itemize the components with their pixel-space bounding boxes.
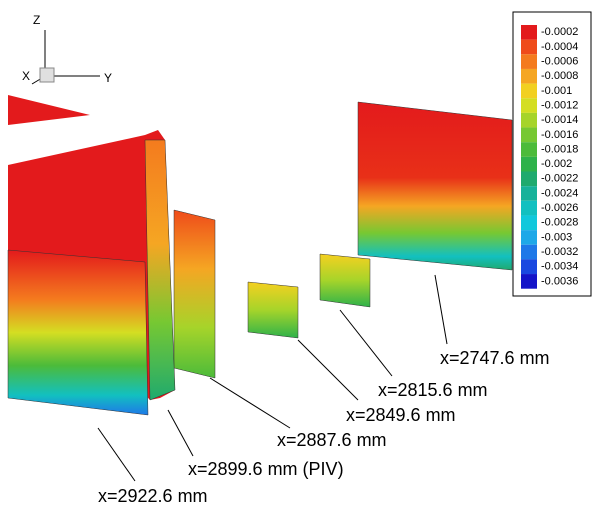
colorbar-swatch — [521, 230, 537, 245]
colorbar-label: -0.0018 — [541, 143, 578, 155]
leader-line — [209, 377, 291, 429]
axes-triad: Z X Y — [22, 13, 112, 85]
colorbar-swatch — [521, 171, 537, 187]
colorbar-swatch — [521, 127, 537, 143]
colorbar-label: -0.0026 — [541, 202, 578, 214]
z-label: Z — [33, 13, 40, 27]
colorbar-swatch — [521, 98, 537, 113]
plane-labels: x=2747.6 mm x=2815.6 mm x=2849.6 mm x=28… — [98, 348, 550, 506]
colorbar-swatch — [521, 156, 537, 172]
plane-2922 — [7, 249, 149, 416]
colorbar-swatch — [521, 83, 537, 99]
y-label: Y — [104, 71, 112, 85]
plane-label: x=2747.6 mm — [440, 348, 550, 368]
colorbar-swatch — [521, 259, 537, 275]
colorbar-label: -0.002 — [541, 158, 572, 170]
colorbar-swatch — [521, 274, 537, 289]
colorbar-label: -0.0012 — [541, 99, 578, 111]
plane-2887 — [173, 209, 216, 379]
leader-line — [297, 339, 359, 401]
colorbar-swatch — [521, 142, 537, 157]
colorbar-label: -0.0036 — [541, 275, 578, 287]
leader-line — [167, 409, 194, 457]
colorbar-swatch — [521, 244, 537, 260]
colorbar-label: -0.0006 — [541, 56, 578, 68]
colorbar-swatch — [521, 54, 537, 69]
plane-label: x=2922.6 mm — [98, 486, 208, 506]
colorbar-label: -0.001 — [541, 85, 572, 97]
colorbar: -0.0002 -0.0004 -0.0006 -0.0008 -0.001 -0.001… — [512, 11, 592, 297]
contour-planes — [7, 95, 513, 416]
wedge-surface — [8, 95, 90, 125]
colorbar-label: -0.0002 — [541, 26, 578, 38]
colorbar-swatch — [521, 186, 537, 201]
colorbar-swatch — [521, 215, 537, 231]
colorbar-label: -0.003 — [541, 231, 572, 243]
plane-2899 — [144, 139, 176, 401]
colorbar-swatch — [521, 112, 537, 128]
colorbar-label: -0.0014 — [541, 114, 578, 126]
triad-cube — [39, 67, 55, 83]
colorbar-label: -0.0024 — [541, 187, 578, 199]
plane-2747 — [357, 101, 513, 271]
colorbar-swatch — [521, 39, 537, 55]
colorbar-label: -0.0016 — [541, 129, 578, 141]
plane-2849 — [247, 281, 299, 339]
colorbar-label: -0.0022 — [541, 173, 578, 185]
leader-lines — [97, 274, 448, 482]
leader-line — [339, 309, 393, 377]
colorbar-swatch — [521, 200, 537, 216]
colorbar-label: -0.0004 — [541, 41, 578, 53]
plane-label: x=2899.6 mm (PIV) — [188, 459, 344, 479]
plane-label: x=2887.6 mm — [277, 430, 387, 450]
colorbar-swatch — [521, 25, 537, 40]
colorbar-swatch — [521, 68, 537, 84]
leader-line — [434, 274, 448, 345]
plane-2815 — [319, 253, 371, 308]
colorbar-label: -0.0032 — [541, 246, 578, 258]
x-label: X — [22, 69, 30, 83]
colorbar-label: -0.0028 — [541, 217, 578, 229]
plane-label: x=2849.6 mm — [346, 405, 456, 425]
plane-label: x=2815.6 mm — [378, 380, 488, 400]
colorbar-label: -0.0008 — [541, 70, 578, 82]
leader-line — [97, 427, 136, 482]
colorbar-label: -0.0034 — [541, 261, 578, 273]
